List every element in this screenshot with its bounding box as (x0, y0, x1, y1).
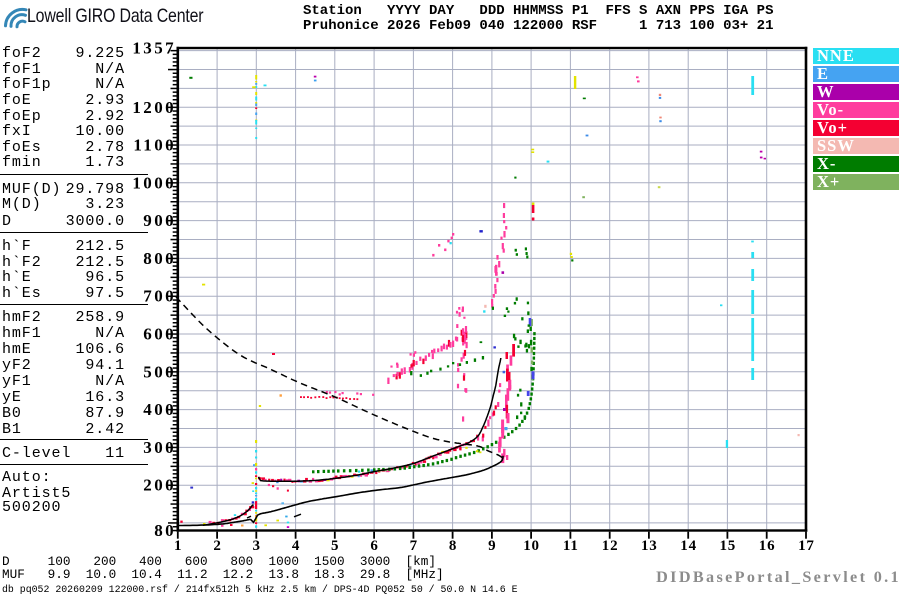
svg-text:500: 500 (143, 362, 176, 381)
svg-text:1000: 1000 (132, 173, 176, 192)
svg-text:1: 1 (174, 538, 182, 554)
svg-text:10: 10 (523, 538, 540, 554)
svg-text:1200: 1200 (132, 98, 176, 117)
svg-text:2: 2 (213, 538, 221, 554)
svg-text:600: 600 (143, 325, 176, 344)
svg-text:3: 3 (253, 538, 261, 554)
svg-text:200: 200 (143, 476, 176, 495)
svg-text:400: 400 (143, 400, 176, 419)
svg-text:16: 16 (759, 538, 776, 554)
svg-text:6: 6 (370, 538, 378, 554)
svg-text:900: 900 (143, 211, 176, 230)
svg-text:15: 15 (719, 538, 736, 554)
svg-text:700: 700 (143, 287, 176, 306)
svg-text:8: 8 (449, 538, 457, 554)
svg-text:9: 9 (488, 538, 496, 554)
svg-text:4: 4 (292, 538, 300, 554)
svg-text:5: 5 (331, 538, 339, 554)
svg-text:7: 7 (410, 538, 418, 554)
svg-text:13: 13 (641, 538, 658, 554)
svg-text:1100: 1100 (133, 136, 176, 155)
svg-text:800: 800 (143, 249, 176, 268)
svg-text:11: 11 (563, 538, 579, 554)
svg-text:12: 12 (602, 538, 619, 554)
svg-text:300: 300 (143, 438, 176, 457)
svg-text:80: 80 (154, 521, 176, 540)
svg-text:14: 14 (680, 538, 697, 554)
svg-text:17: 17 (798, 538, 815, 554)
svg-text:1357: 1357 (132, 38, 176, 57)
